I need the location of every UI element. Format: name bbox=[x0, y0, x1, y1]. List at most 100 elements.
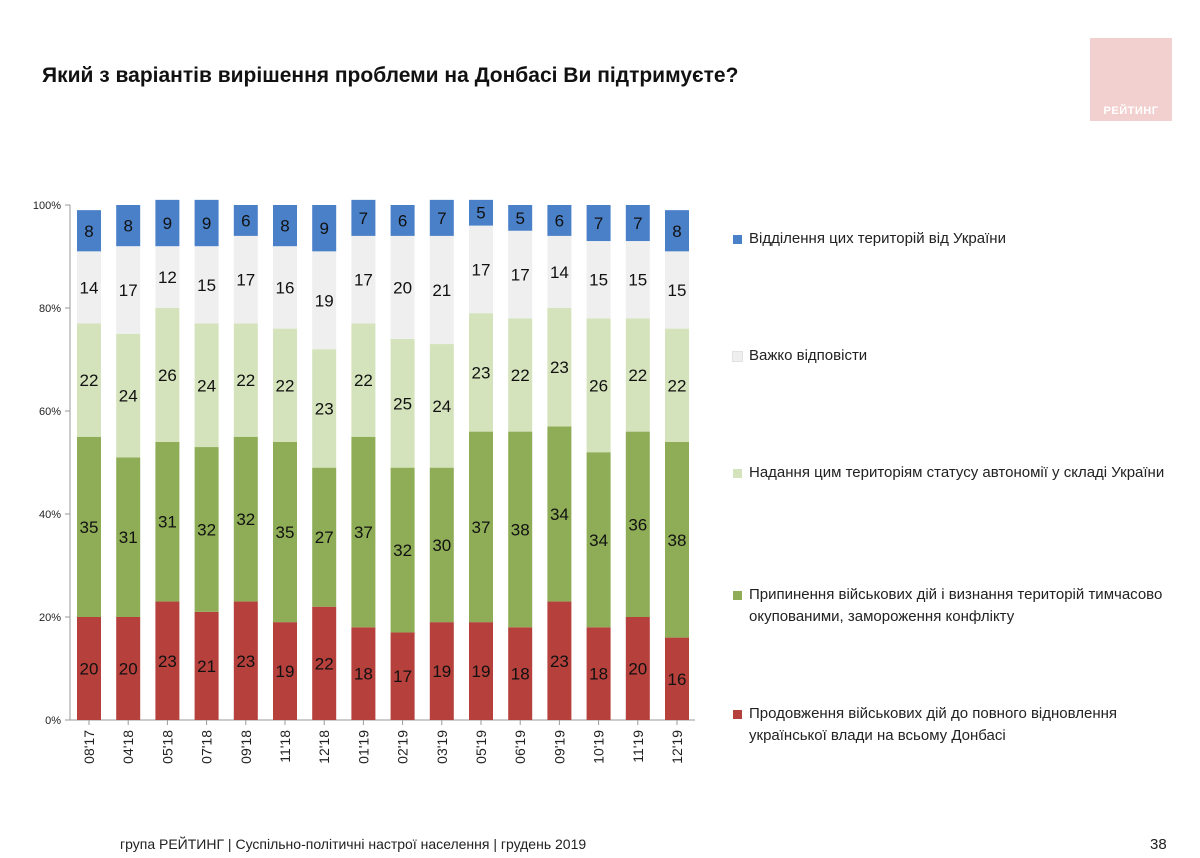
bar-segment bbox=[390, 235, 415, 339]
data-label: 18 bbox=[354, 665, 373, 684]
data-label: 9 bbox=[163, 214, 172, 233]
bar-segment bbox=[429, 467, 454, 623]
data-label: 32 bbox=[197, 520, 216, 539]
data-label: 18 bbox=[511, 665, 530, 684]
bar-segment bbox=[547, 601, 572, 720]
bar-segment bbox=[469, 225, 493, 314]
data-label: 9 bbox=[319, 219, 328, 238]
bar-segment bbox=[351, 627, 376, 720]
bar-segment bbox=[233, 436, 258, 602]
data-label: 23 bbox=[236, 652, 255, 671]
data-label: 5 bbox=[476, 204, 485, 223]
data-label: 16 bbox=[668, 670, 687, 689]
data-label: 20 bbox=[393, 278, 412, 297]
bar-segment bbox=[233, 205, 258, 236]
data-label: 22 bbox=[276, 376, 295, 395]
bar-segment bbox=[429, 235, 454, 345]
data-label: 21 bbox=[432, 281, 451, 300]
bar-segment bbox=[469, 622, 493, 720]
legend-label: Продовження військових дій до повного ві… bbox=[749, 705, 1118, 744]
bar-segment bbox=[155, 308, 180, 442]
data-label: 9 bbox=[202, 214, 211, 233]
data-label: 7 bbox=[359, 209, 368, 228]
bar-segment bbox=[390, 632, 415, 720]
bar-segment bbox=[273, 441, 297, 623]
data-label: 22 bbox=[354, 371, 373, 390]
data-label: 27 bbox=[315, 528, 334, 547]
bar-segment bbox=[116, 617, 141, 720]
data-label: 17 bbox=[354, 271, 373, 290]
data-label: 17 bbox=[119, 281, 138, 300]
data-label: 21 bbox=[197, 657, 216, 676]
data-label: 19 bbox=[472, 662, 491, 681]
x-tick-label: 02'19 bbox=[395, 730, 411, 764]
bar-segment bbox=[508, 627, 533, 720]
x-tick-label: 11'18 bbox=[277, 730, 293, 763]
legend-swatch bbox=[733, 591, 742, 600]
logo: РЕЙТИНГ bbox=[1090, 38, 1172, 121]
data-label: 22 bbox=[628, 366, 647, 385]
bar-segment bbox=[312, 349, 337, 468]
bar-segment bbox=[390, 205, 415, 236]
bar-segment bbox=[429, 622, 454, 720]
data-label: 22 bbox=[236, 371, 255, 390]
data-label: 15 bbox=[628, 271, 647, 290]
data-label: 19 bbox=[315, 291, 334, 310]
data-label: 35 bbox=[80, 518, 99, 537]
data-label: 34 bbox=[589, 531, 608, 550]
bar-segment bbox=[77, 251, 101, 324]
y-tick-label: 80% bbox=[39, 303, 61, 315]
bar-segment bbox=[665, 251, 689, 329]
legend-label: Відділення цих територій від України bbox=[749, 230, 1006, 247]
data-label: 7 bbox=[633, 214, 642, 233]
bar-segment bbox=[194, 246, 219, 324]
data-label: 37 bbox=[354, 523, 373, 542]
bar-segment bbox=[233, 601, 258, 720]
data-label: 6 bbox=[241, 211, 250, 230]
bar-segment bbox=[508, 230, 533, 319]
bar-segment bbox=[273, 246, 297, 329]
bar-segment bbox=[508, 205, 533, 231]
bar-segment bbox=[273, 622, 297, 720]
bar-segment bbox=[429, 199, 454, 236]
x-tick-label: 03'19 bbox=[434, 730, 450, 764]
bar-segment bbox=[586, 452, 611, 628]
x-tick-label: 06'19 bbox=[512, 730, 528, 764]
data-label: 15 bbox=[589, 271, 608, 290]
bar-segment bbox=[155, 601, 180, 720]
bar-segment bbox=[547, 426, 572, 602]
legend-swatch bbox=[733, 235, 742, 244]
data-label: 5 bbox=[515, 209, 524, 228]
x-tick-label: 11'19 bbox=[630, 730, 646, 763]
legend-swatch bbox=[733, 710, 742, 719]
data-label: 26 bbox=[589, 376, 608, 395]
x-tick-label: 08'17 bbox=[81, 730, 97, 764]
bar-segment bbox=[547, 308, 572, 427]
data-label: 12 bbox=[158, 268, 177, 287]
data-label: 19 bbox=[276, 662, 295, 681]
x-tick-label: 01'19 bbox=[355, 730, 371, 764]
x-tick-label: 09'18 bbox=[238, 730, 254, 764]
y-tick-label: 20% bbox=[39, 612, 61, 624]
data-label: 22 bbox=[511, 366, 530, 385]
data-label: 23 bbox=[315, 399, 334, 418]
bar-segment bbox=[508, 431, 533, 628]
data-label: 23 bbox=[550, 358, 569, 377]
data-label: 7 bbox=[594, 214, 603, 233]
bar-segment bbox=[469, 313, 493, 432]
data-label: 24 bbox=[197, 376, 216, 395]
data-label: 6 bbox=[555, 211, 564, 230]
legend-label: Надання цим територіям статусу автономії… bbox=[749, 464, 1165, 481]
legend-label: Припинення військових дій і визнання тер… bbox=[749, 586, 1163, 625]
data-label: 15 bbox=[197, 276, 216, 295]
data-label: 7 bbox=[437, 209, 446, 228]
bar-segment bbox=[155, 441, 180, 602]
bar-segment bbox=[155, 246, 180, 308]
bar-segment bbox=[194, 447, 219, 612]
bar-segment bbox=[547, 235, 572, 308]
data-label: 31 bbox=[119, 528, 138, 547]
chart-title: Який з варіантів вирішення проблеми на Д… bbox=[42, 64, 739, 87]
bar-segment bbox=[351, 199, 376, 236]
bar-segment bbox=[625, 205, 650, 242]
